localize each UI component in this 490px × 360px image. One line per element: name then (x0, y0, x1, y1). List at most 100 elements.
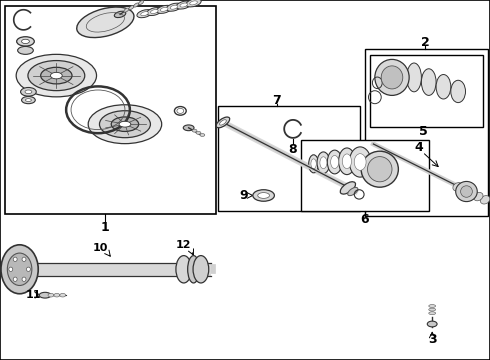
Ellipse shape (216, 117, 230, 128)
Text: 5: 5 (419, 125, 428, 138)
Ellipse shape (124, 8, 129, 12)
Ellipse shape (22, 39, 29, 44)
Ellipse shape (160, 7, 168, 12)
Ellipse shape (429, 308, 436, 311)
Ellipse shape (134, 3, 139, 7)
Ellipse shape (54, 293, 60, 297)
Ellipse shape (25, 90, 32, 94)
Ellipse shape (421, 69, 436, 95)
Ellipse shape (311, 159, 317, 169)
Bar (370, 55, 483, 127)
Ellipse shape (451, 80, 465, 103)
Ellipse shape (317, 152, 330, 174)
Ellipse shape (473, 192, 483, 201)
Ellipse shape (196, 131, 201, 134)
Ellipse shape (348, 188, 358, 195)
Text: 2: 2 (421, 36, 430, 49)
Ellipse shape (150, 9, 158, 14)
Ellipse shape (17, 37, 34, 46)
Ellipse shape (186, 0, 201, 7)
Text: 7: 7 (272, 94, 281, 107)
Ellipse shape (200, 134, 205, 136)
Text: 1: 1 (101, 221, 110, 234)
Text: 6: 6 (361, 213, 369, 226)
Ellipse shape (343, 154, 351, 168)
Ellipse shape (180, 3, 188, 7)
Ellipse shape (13, 277, 17, 282)
Ellipse shape (253, 190, 274, 201)
Ellipse shape (18, 46, 33, 54)
Ellipse shape (166, 3, 182, 11)
Ellipse shape (141, 12, 148, 16)
Ellipse shape (429, 312, 436, 315)
Ellipse shape (114, 11, 126, 18)
Ellipse shape (22, 96, 35, 104)
Ellipse shape (354, 154, 366, 170)
Ellipse shape (327, 150, 342, 174)
Ellipse shape (9, 267, 13, 271)
Ellipse shape (453, 183, 463, 191)
Bar (5, 6, 216, 214)
Ellipse shape (41, 67, 72, 84)
Ellipse shape (77, 7, 134, 37)
Ellipse shape (466, 189, 476, 198)
Ellipse shape (183, 125, 194, 131)
Ellipse shape (368, 157, 392, 182)
Ellipse shape (220, 120, 226, 125)
Ellipse shape (480, 195, 490, 204)
Ellipse shape (129, 5, 134, 10)
Text: 8: 8 (289, 143, 297, 156)
Ellipse shape (381, 66, 403, 89)
Ellipse shape (1, 245, 38, 294)
Bar (27, 263, 211, 276)
Ellipse shape (170, 5, 178, 9)
Ellipse shape (25, 99, 31, 102)
Ellipse shape (188, 256, 199, 283)
Ellipse shape (16, 54, 97, 97)
Ellipse shape (361, 151, 398, 187)
Ellipse shape (460, 186, 469, 194)
Ellipse shape (60, 293, 66, 297)
Ellipse shape (156, 5, 172, 13)
Ellipse shape (193, 256, 209, 283)
Ellipse shape (461, 186, 472, 197)
Text: 12: 12 (176, 240, 192, 250)
Ellipse shape (190, 1, 197, 5)
Ellipse shape (50, 72, 62, 79)
Ellipse shape (139, 0, 144, 5)
Ellipse shape (22, 257, 26, 261)
Bar (301, 140, 429, 211)
Ellipse shape (258, 193, 270, 198)
Ellipse shape (339, 148, 355, 175)
Ellipse shape (119, 121, 131, 127)
Ellipse shape (176, 1, 192, 9)
Ellipse shape (192, 129, 197, 132)
Text: 10: 10 (93, 243, 108, 253)
Ellipse shape (99, 111, 150, 138)
Ellipse shape (137, 10, 152, 18)
Ellipse shape (429, 305, 436, 307)
Bar (365, 49, 488, 216)
Ellipse shape (111, 117, 139, 131)
Ellipse shape (407, 63, 421, 92)
Ellipse shape (28, 60, 85, 91)
Ellipse shape (340, 182, 356, 194)
Bar (218, 106, 360, 211)
Text: 3: 3 (428, 333, 437, 346)
Ellipse shape (48, 293, 54, 297)
Ellipse shape (88, 105, 162, 144)
Ellipse shape (26, 267, 30, 271)
Ellipse shape (320, 157, 327, 168)
Ellipse shape (176, 256, 192, 283)
Ellipse shape (309, 155, 318, 173)
Ellipse shape (456, 181, 477, 202)
Ellipse shape (39, 292, 51, 298)
Ellipse shape (13, 257, 17, 261)
Text: 4: 4 (415, 141, 423, 154)
Ellipse shape (331, 156, 339, 168)
Ellipse shape (427, 321, 437, 327)
Ellipse shape (21, 87, 36, 96)
Ellipse shape (147, 8, 162, 15)
Ellipse shape (349, 147, 371, 177)
Ellipse shape (7, 253, 32, 285)
